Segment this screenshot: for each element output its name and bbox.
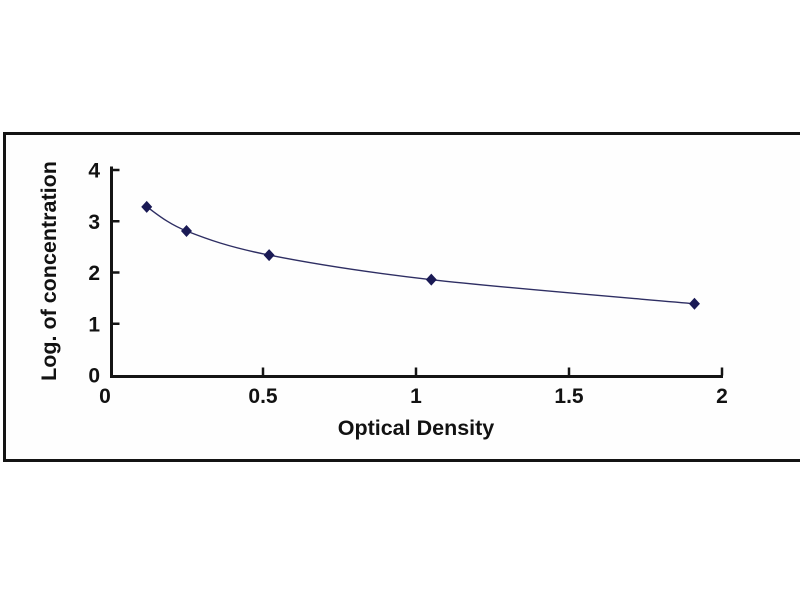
x-tick-label: 1 [410, 385, 422, 408]
y-axis-title: Log. of concentration [37, 161, 61, 381]
data-point-diamond [141, 200, 153, 213]
axis-lines [110, 166, 723, 378]
axis-ticks: 0 1 2 3 4 0 0.5 1 1.5 2 [88, 160, 728, 409]
y-tick-label: 2 [88, 262, 100, 285]
y-tick-label: 4 [88, 160, 100, 183]
x-tick-label: 2 [716, 385, 728, 408]
x-tick-label: 1.5 [554, 385, 584, 408]
data-point-diamond [181, 224, 192, 237]
chart-border-frame [3, 132, 800, 462]
y-tick-label: 1 [88, 313, 100, 336]
y-tick-label: 3 [88, 211, 100, 234]
x-axis-title: Optical Density [338, 416, 495, 440]
data-point-diamond [263, 249, 275, 262]
curve-line [146, 206, 695, 305]
data-series [141, 200, 700, 310]
x-tick-label: 0 [99, 385, 111, 408]
x-tick-label: 0.5 [248, 385, 278, 408]
data-point-diamond [425, 273, 437, 286]
data-point-diamond [688, 297, 700, 310]
y-tick-label: 0 [88, 365, 100, 388]
